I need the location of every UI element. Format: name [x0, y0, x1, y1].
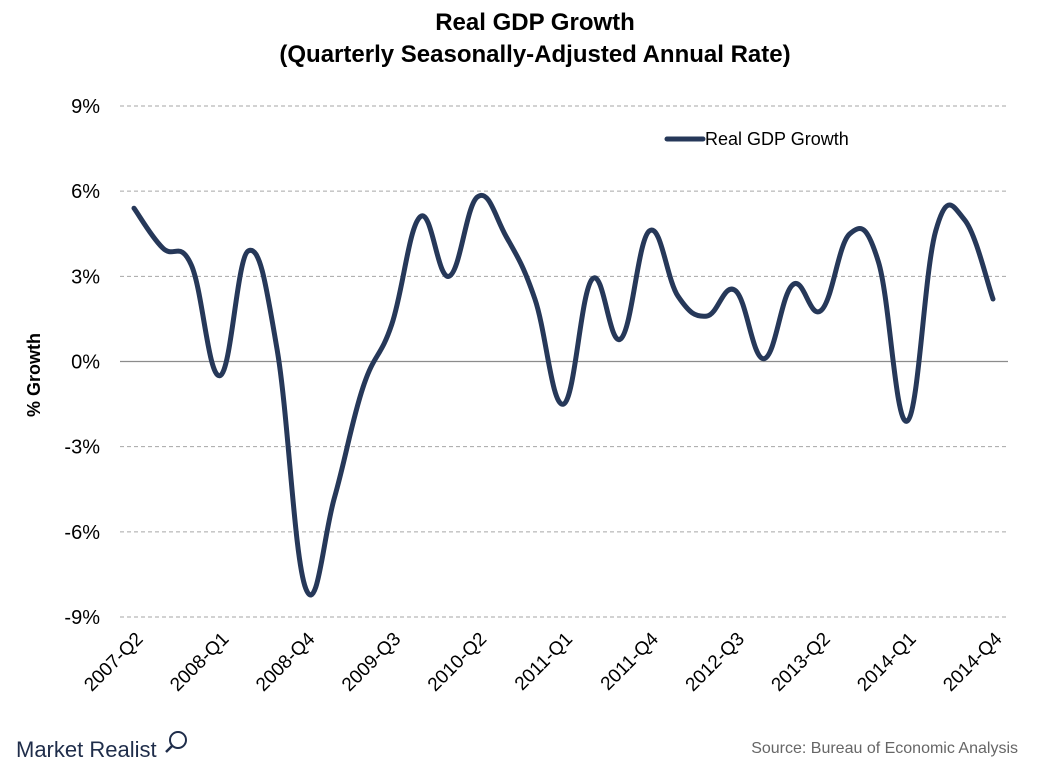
x-tick-label: 2013-Q2 — [768, 629, 835, 696]
y-tick-label: 3% — [71, 266, 100, 288]
data-point — [418, 214, 423, 219]
chart-title: Real GDP Growth — [435, 9, 635, 36]
y-tick-label: -9% — [64, 607, 100, 629]
data-point — [647, 228, 652, 233]
y-axis-label: % Growth — [24, 333, 44, 417]
x-tick-label: 2011-Q4 — [597, 628, 663, 694]
x-axis-ticks: 2007-Q2 2008-Q1 2008-Q4 2009-Q3 2010-Q2 2011-… — [80, 628, 1006, 695]
y-tick-label: 0% — [71, 352, 100, 374]
x-tick-label: 2007-Q2 — [80, 629, 147, 696]
brand-logo: Market Realist — [16, 731, 187, 762]
legend: Real GDP Growth — [664, 129, 849, 149]
data-point — [303, 586, 308, 591]
data-point — [905, 419, 910, 424]
data-point — [733, 288, 738, 293]
y-tick-label: 9% — [71, 96, 100, 118]
data-point — [332, 495, 337, 500]
y-tick-label: 6% — [71, 181, 100, 203]
chart-subtitle: (Quarterly Seasonally-Adjusted Annual Ra… — [279, 41, 790, 68]
data-point — [933, 228, 938, 233]
data-point — [447, 274, 451, 279]
data-point — [189, 263, 194, 267]
data-point — [704, 314, 709, 319]
data-point — [819, 308, 824, 313]
data-point — [561, 402, 566, 407]
x-tick-label: 2010-Q2 — [424, 629, 491, 696]
legend-label: Real GDP Growth — [705, 129, 849, 149]
x-tick-label: 2008-Q4 — [252, 628, 319, 695]
data-point — [246, 248, 251, 253]
gridlines — [120, 105, 1008, 618]
data-point — [618, 336, 623, 341]
data-point — [991, 297, 995, 301]
x-tick-label: 2008-Q1 — [166, 629, 233, 696]
x-tick-label: 2009-Q3 — [338, 629, 405, 696]
data-point — [532, 297, 537, 301]
data-point — [847, 231, 852, 236]
source-note: Source: Bureau of Economic Analysis — [751, 740, 1018, 757]
magnifier-icon — [169, 731, 187, 749]
magnifier-handle-icon — [165, 745, 173, 753]
data-point — [132, 206, 136, 211]
data-point — [160, 245, 165, 250]
x-tick-label: 2012-Q3 — [682, 629, 749, 696]
data-point — [962, 217, 967, 222]
series-line — [131, 192, 996, 598]
x-tick-label: 2011-Q1 — [511, 629, 577, 695]
series-layer — [131, 192, 996, 598]
y-axis-ticks: 9% 6% 3% 0% -3% -6% -9% — [64, 96, 100, 629]
y-tick-label: -3% — [64, 437, 100, 459]
y-tick-label: -6% — [64, 522, 100, 544]
data-point — [590, 277, 595, 282]
data-point — [876, 260, 881, 265]
data-point — [475, 194, 480, 199]
data-point — [790, 282, 795, 287]
data-point — [217, 373, 222, 378]
data-point — [676, 294, 680, 299]
data-point — [761, 356, 766, 361]
data-point — [504, 234, 509, 239]
data-point — [275, 348, 280, 353]
brand-name: Market Realist — [16, 737, 157, 762]
data-point — [361, 385, 366, 390]
data-point — [389, 322, 394, 327]
x-tick-label: 2014-Q1 — [853, 629, 920, 696]
x-tick-label: 2014-Q4 — [939, 628, 1006, 695]
